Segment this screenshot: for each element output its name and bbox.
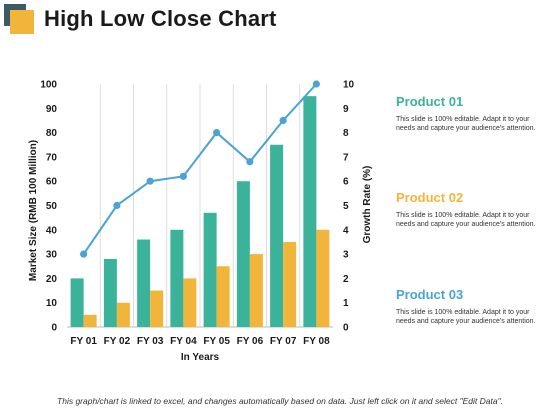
legend-product-1-desc: This slide is 100% editable. Adapt it to… — [396, 116, 536, 132]
bar-series-1 — [170, 229, 184, 327]
y2-tick-label: 5 — [343, 201, 349, 212]
x-tick-label: FY 05 — [203, 336, 230, 347]
y2-tick-label: 7 — [343, 152, 349, 163]
x-tick-label: FY 01 — [70, 336, 97, 347]
combo-chart: 0 10 20 30 40 50 60 70 80 90 100 0 1 2 3 4 5 6 7 8 9 10 FY 01 F… — [28, 80, 373, 364]
y-tick-label: 0 — [51, 323, 57, 334]
x-tick-label: FY 02 — [104, 336, 131, 347]
x-tick-label: FY 07 — [270, 336, 297, 347]
x-tick-label: FY 03 — [137, 336, 164, 347]
y-tick-label: 20 — [46, 274, 58, 285]
bar-series-1 — [303, 96, 317, 328]
y-tick-label: 100 — [40, 80, 57, 91]
growth-point — [246, 158, 254, 166]
bar-series-1 — [236, 181, 250, 327]
growth-line — [82, 83, 318, 255]
x-tick-label: FY 04 — [170, 336, 197, 347]
y2-tick-label: 9 — [343, 104, 349, 115]
x-axis-title: In Years — [181, 352, 220, 363]
y-tick-label: 50 — [46, 201, 58, 212]
logo-front-square — [10, 10, 34, 34]
growth-point — [279, 116, 287, 125]
growth-point — [179, 172, 187, 180]
legend-product-1: Product 01 This slide is 100% editable. … — [396, 94, 546, 133]
x-tick-label: FY 08 — [303, 336, 330, 347]
bar-series-2 — [316, 229, 330, 327]
y-tick-label: 30 — [46, 250, 58, 261]
y-tick-label: 40 — [46, 225, 58, 236]
y2-tick-label: 4 — [343, 225, 349, 236]
logo-squares — [4, 4, 34, 34]
bar-series-1 — [137, 239, 151, 327]
growth-point — [146, 177, 154, 185]
x-tick-label: FY 06 — [237, 336, 264, 347]
growth-point — [312, 80, 320, 88]
legend-product-2: Product 02 This slide is 100% editable. … — [396, 190, 546, 229]
growth-point — [113, 201, 121, 210]
y-tick-label: 10 — [46, 298, 58, 309]
bar-series-1 — [270, 144, 284, 327]
legend-product-3-desc: This slide is 100% editable. Adapt it to… — [396, 309, 536, 325]
y2-tick-label: 2 — [343, 274, 349, 285]
bar-series-2 — [283, 241, 297, 327]
bar-series-2 — [183, 278, 197, 327]
bar-series-2 — [150, 290, 164, 327]
y2-tick-label: 3 — [343, 250, 349, 261]
bar-series-1 — [103, 258, 117, 327]
bar-series-1 — [70, 278, 84, 327]
y-axis-title: Market Size (RMB 100 Million) — [28, 140, 39, 281]
legend-product-3-name: Product 03 — [396, 287, 464, 302]
bar-series-2 — [249, 254, 263, 327]
bar-series-2 — [83, 314, 97, 327]
bar-series-2 — [216, 266, 230, 327]
y-tick-label: 70 — [46, 152, 58, 163]
growth-point — [80, 250, 88, 258]
footnote: This graph/chart is linked to excel, and… — [57, 396, 503, 406]
y-tick-label: 80 — [46, 128, 58, 139]
legend-product-2-name: Product 02 — [396, 190, 464, 205]
legend-product-2-desc: This slide is 100% editable. Adapt it to… — [396, 212, 536, 228]
page-title: High Low Close Chart — [44, 6, 277, 31]
y2-tick-label: 0 — [343, 323, 349, 334]
y2-tick-label: 10 — [343, 80, 355, 91]
growth-point — [213, 129, 221, 137]
bar-series-2 — [116, 302, 130, 327]
bar-series-1 — [203, 212, 217, 327]
y-tick-label: 60 — [46, 177, 58, 188]
y2-tick-label: 6 — [343, 177, 349, 188]
y-tick-label: 90 — [46, 104, 58, 115]
legend-product-1-name: Product 01 — [396, 94, 464, 109]
y2-tick-label: 8 — [343, 128, 349, 139]
y2-axis-title: Growth Rate (%) — [362, 166, 373, 244]
y2-tick-label: 1 — [343, 298, 349, 309]
legend-product-3: Product 03 This slide is 100% editable. … — [396, 287, 546, 326]
